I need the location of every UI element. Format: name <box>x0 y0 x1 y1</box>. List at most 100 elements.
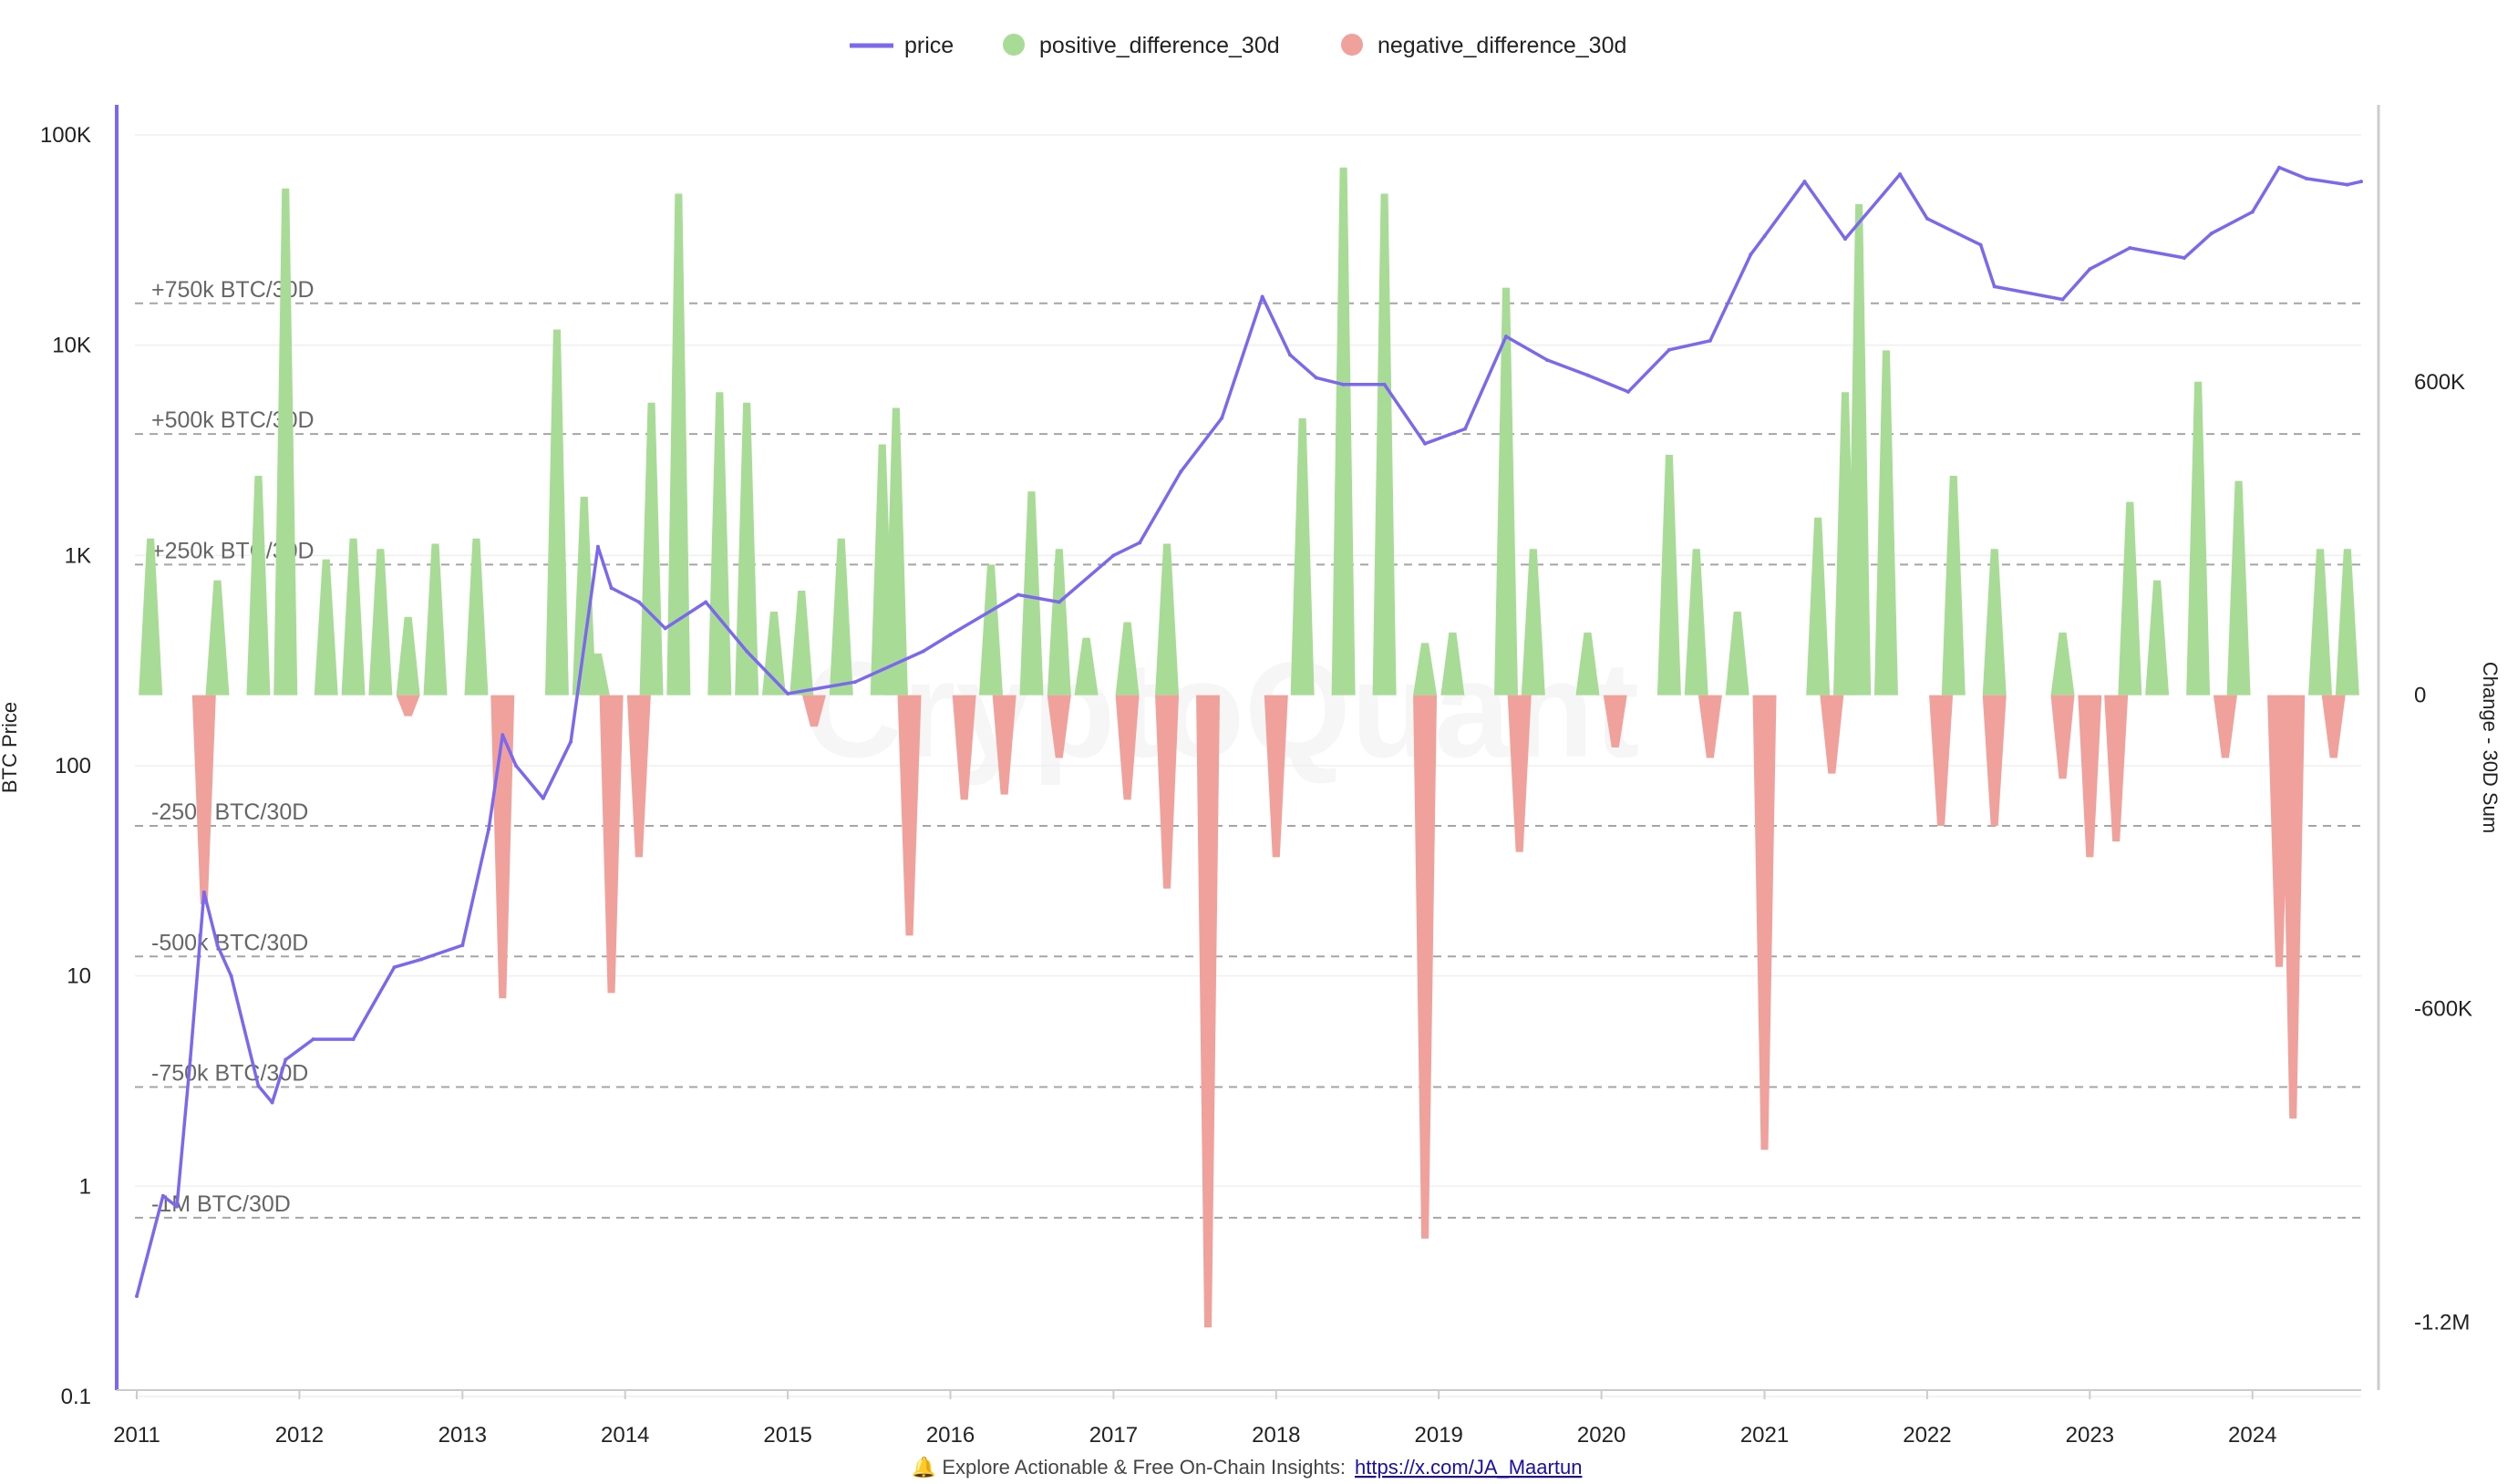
price-point <box>609 586 614 591</box>
x-tick-label: 2018 <box>1252 1423 1300 1448</box>
axes <box>115 105 2380 1391</box>
legend[interactable]: price positive_difference_30d negative_d… <box>850 33 1626 58</box>
negative-bar <box>2078 695 2102 858</box>
price-point <box>1220 416 1224 420</box>
price-point <box>460 943 465 947</box>
x-tick-label: 2024 <box>2228 1423 2276 1448</box>
price-point <box>704 600 708 604</box>
negative-bar <box>2213 695 2237 758</box>
price-point <box>311 1037 315 1042</box>
positive-bar <box>707 392 732 696</box>
x-tick-label: 2016 <box>926 1423 975 1448</box>
footer: 🔔 Explore Actionable & Free On-Chain Ins… <box>912 1456 1583 1479</box>
x-axis-ticks: 2011 2012 2013 2014 2015 2016 2017 2018 2019 2020… <box>113 1390 2276 1448</box>
legend-label-price: price <box>904 33 954 58</box>
positive-bar <box>2118 501 2142 696</box>
left-axis-title: BTC Price <box>0 702 21 793</box>
price-point <box>1179 469 1183 474</box>
positive-bar <box>789 591 814 696</box>
price-point <box>2277 165 2282 170</box>
positive-bar <box>1331 167 1356 696</box>
price-series <box>135 165 2363 1298</box>
positive-bar <box>246 475 271 696</box>
negative-bar <box>952 695 976 800</box>
positive-bar <box>1494 287 1519 696</box>
price-point <box>1842 237 1847 242</box>
price-point <box>1992 284 1997 289</box>
x-tick-label: 2013 <box>439 1423 487 1448</box>
price-point <box>1138 541 1142 545</box>
price-point <box>487 827 491 831</box>
price-point <box>1382 382 1387 386</box>
price-point <box>2209 232 2214 236</box>
price-point <box>595 544 600 549</box>
positive-bar <box>341 538 366 696</box>
price-point <box>2304 176 2308 180</box>
positive-bar <box>1656 455 1681 696</box>
negative-bar <box>897 695 922 936</box>
x-tick-label: 2017 <box>1089 1423 1138 1448</box>
positive-bar <box>423 543 448 696</box>
positive-bar <box>1372 193 1397 696</box>
price-point <box>1016 593 1020 597</box>
y-right-tick-label: 600K <box>2414 370 2465 395</box>
negative-bar <box>191 695 216 904</box>
price-point <box>392 965 397 970</box>
positive-bar <box>1290 417 1315 696</box>
positive-bar <box>1684 549 1708 696</box>
positive-bar <box>2335 549 2359 696</box>
y-left-tick-label: 100K <box>40 123 91 148</box>
positive-bar <box>883 407 908 696</box>
positive-bar <box>829 538 853 696</box>
price-point <box>1504 335 1509 339</box>
y-left-tick-label: 10 <box>67 964 91 989</box>
price-point <box>1111 553 1116 558</box>
price-point <box>852 680 857 685</box>
price-point <box>2359 180 2363 184</box>
price-point <box>1625 389 1630 394</box>
price-point <box>2182 255 2186 260</box>
price-point <box>1925 216 1929 221</box>
positive-bar <box>585 653 610 696</box>
negative-bar <box>2104 695 2129 842</box>
price-point <box>188 1057 192 1062</box>
price-point <box>2345 182 2349 187</box>
positive-bar <box>1725 611 1749 696</box>
negative-bar <box>1115 695 1140 800</box>
price-point <box>921 649 925 654</box>
positive-bar <box>2145 580 2170 696</box>
negative-bar <box>2050 695 2075 779</box>
negative-bar <box>626 695 651 858</box>
positive-bars <box>139 167 2359 696</box>
positive-bar <box>1521 549 1545 696</box>
y-left-tick-label: 0.1 <box>61 1385 91 1409</box>
negative-bar <box>992 695 1016 795</box>
positive-bar <box>1575 632 1600 696</box>
positive-bar <box>544 329 569 696</box>
y-right-tick-label: -1.2M <box>2414 1310 2470 1335</box>
legend-item-positive[interactable]: positive_difference_30d <box>1003 33 1280 58</box>
positive-bar <box>1019 491 1044 696</box>
legend-swatch-positive <box>1003 34 1025 56</box>
price-point <box>1423 441 1428 446</box>
price-point <box>1898 172 1903 177</box>
legend-item-negative[interactable]: negative_difference_30d <box>1341 33 1626 58</box>
x-tick-label: 2022 <box>1903 1423 1951 1448</box>
price-point <box>160 1193 165 1198</box>
legend-label-negative: negative_difference_30d <box>1378 33 1626 58</box>
price-point <box>1057 600 1061 604</box>
price-point <box>201 890 206 894</box>
footer-link[interactable]: https://x.com/JA_Maartun <box>1355 1456 1582 1479</box>
x-tick-label: 2023 <box>2066 1423 2114 1448</box>
x-tick-label: 2014 <box>601 1423 649 1448</box>
positive-bar <box>1941 475 1966 696</box>
y-left-tick-label: 100 <box>55 754 91 778</box>
x-tick-label: 2011 <box>113 1423 160 1448</box>
negative-bar <box>2281 695 2306 1118</box>
negative-bar <box>1752 695 1777 1150</box>
negative-bar <box>599 695 624 994</box>
legend-item-price[interactable]: price <box>850 33 954 58</box>
negative-bars <box>191 695 2346 1328</box>
positive-bar <box>1982 549 2007 696</box>
